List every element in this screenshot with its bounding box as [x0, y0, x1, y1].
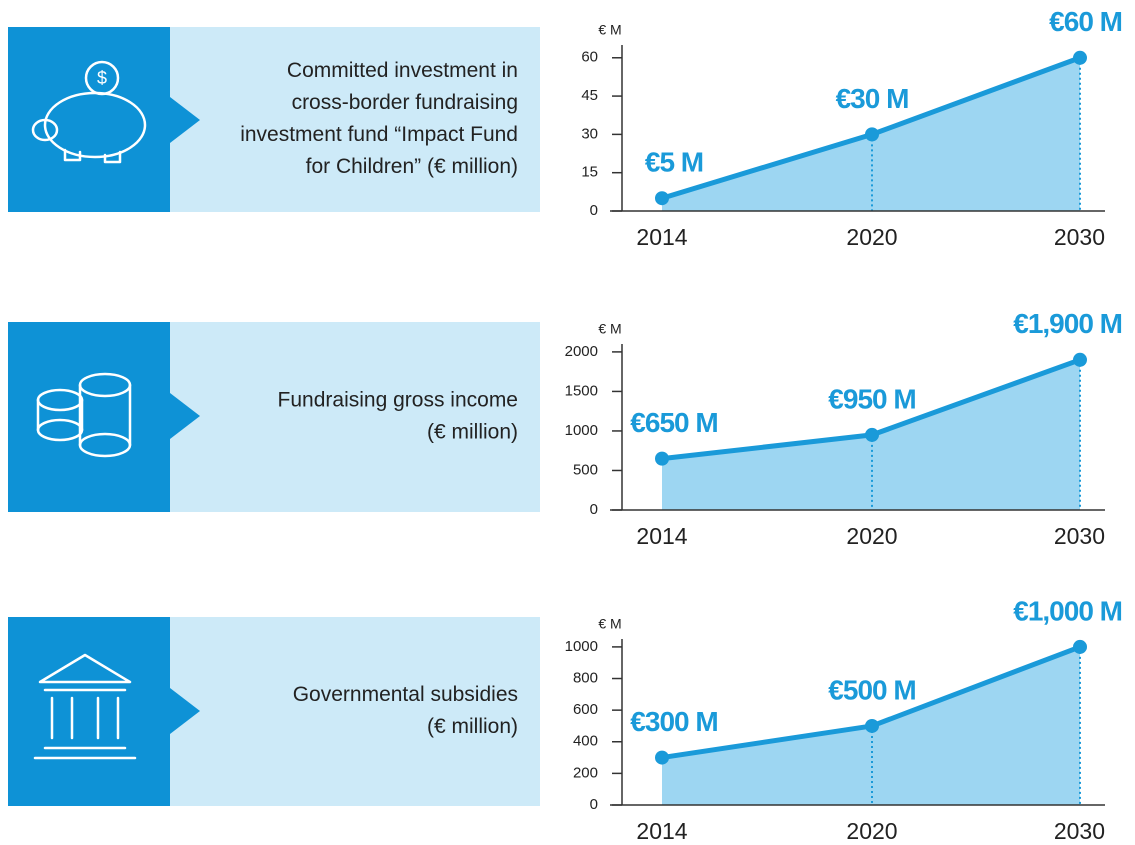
y-tick-label: 1500 [565, 382, 598, 399]
y-tick-label: 45 [581, 87, 598, 104]
x-tick-label: 2014 [636, 523, 687, 549]
y-tick-label: 400 [573, 733, 598, 750]
y-tick-label: 1000 [565, 638, 598, 655]
point [865, 718, 879, 733]
x-tick-label: 2014 [636, 818, 687, 844]
x-tick-label: 2020 [846, 523, 897, 549]
value-label: €60 M [1049, 6, 1122, 37]
pointer [170, 688, 200, 734]
pointer [170, 97, 200, 143]
value-label: €1,900 M [1013, 308, 1122, 339]
description-line: investment fund “Impact Fund [240, 123, 518, 146]
pointer [170, 393, 200, 439]
y-axis-label: € M [598, 22, 621, 38]
area [662, 57, 1080, 212]
point [1073, 50, 1087, 65]
point [865, 427, 879, 442]
description-line: for Children” (€ million) [306, 155, 518, 178]
y-axis-label: € M [598, 616, 621, 632]
panel-2 [8, 322, 540, 512]
y-tick-label: 200 [573, 764, 598, 781]
coins-icon [36, 372, 132, 458]
x-tick-label: 2030 [1054, 523, 1105, 549]
panel-1: $ [8, 27, 540, 212]
description-line: (€ million) [427, 421, 518, 444]
x-tick-label: 2030 [1054, 818, 1105, 844]
text-box [170, 322, 540, 512]
svg-text:$: $ [97, 68, 107, 88]
icon-box [8, 322, 170, 512]
x-tick-label: 2020 [846, 224, 897, 250]
description-line: Committed investment in [287, 59, 518, 82]
point [865, 127, 879, 142]
y-tick-label: 0 [590, 202, 598, 219]
value-label: €950 M [828, 383, 915, 414]
description-line: (€ million) [427, 715, 518, 738]
x-tick-label: 2014 [636, 224, 687, 250]
x-tick-label: 2030 [1054, 224, 1105, 250]
value-label: €650 M [630, 407, 717, 438]
y-tick-label: 0 [590, 501, 598, 518]
value-label: €500 M [828, 674, 915, 705]
piggy-bank-icon: $ [31, 60, 147, 164]
y-tick-label: 1000 [565, 422, 598, 439]
y-tick-label: 60 [581, 49, 598, 66]
y-axis-label: € M [598, 321, 621, 337]
building-icon [33, 653, 137, 760]
panel-3 [8, 617, 540, 806]
value-label: €30 M [836, 83, 909, 114]
point [655, 191, 669, 206]
y-tick-label: 2000 [565, 343, 598, 360]
point [655, 451, 669, 466]
icon-box [8, 27, 170, 212]
y-tick-label: 0 [590, 796, 598, 813]
point [655, 750, 669, 765]
description-line: Governmental subsidies [293, 683, 518, 706]
point [1073, 352, 1087, 367]
value-label: €5 M [645, 147, 703, 178]
text-box [170, 617, 540, 806]
y-tick-label: 600 [573, 701, 598, 718]
area [662, 646, 1080, 805]
y-tick-label: 15 [581, 164, 598, 181]
value-label: €300 M [630, 706, 717, 737]
y-tick-label: 30 [581, 125, 598, 142]
point [1073, 639, 1087, 654]
description-line: Fundraising gross income [278, 389, 518, 412]
y-tick-label: 500 [573, 461, 598, 478]
y-tick-label: 800 [573, 669, 598, 686]
icon-box [8, 617, 170, 806]
area [662, 359, 1080, 510]
x-tick-label: 2020 [846, 818, 897, 844]
value-label: €1,000 M [1013, 595, 1122, 626]
text-box [170, 27, 540, 212]
description-line: cross-border fundraising [292, 91, 518, 114]
